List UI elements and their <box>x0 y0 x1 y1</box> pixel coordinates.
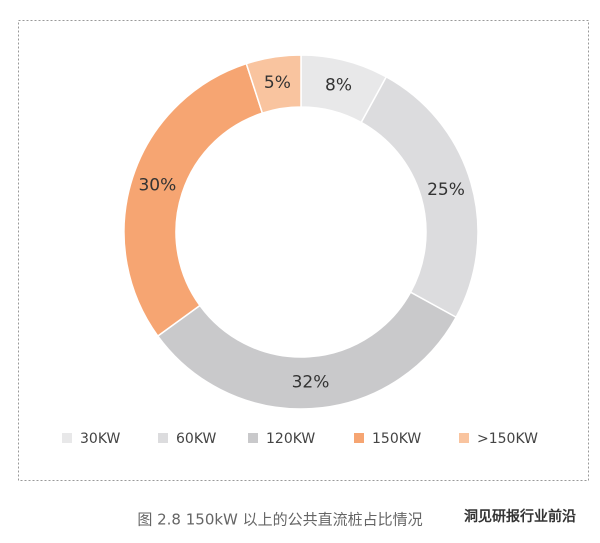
legend-swatch <box>459 433 469 443</box>
watermark: 洞见研报行业前沿 <box>464 508 576 525</box>
donut-slice <box>156 291 458 410</box>
legend-swatch <box>248 433 258 443</box>
data-label: 5% <box>264 73 291 93</box>
legend-swatch <box>62 433 72 443</box>
data-label: 25% <box>427 180 465 200</box>
legend-label: >150KW <box>477 431 538 447</box>
data-label: 30% <box>138 175 176 195</box>
legend-label: 150KW <box>372 431 421 447</box>
data-label: 8% <box>325 76 352 96</box>
caption: 图 2.8 150kW 以上的公共直流桩占比情况 <box>137 511 422 529</box>
frame <box>18 20 589 481</box>
legend-label: 30KW <box>80 431 120 447</box>
legend-label: 60KW <box>176 431 216 447</box>
data-label: 32% <box>292 373 330 393</box>
donut-slice <box>245 54 302 115</box>
donut-slice <box>123 62 264 338</box>
legend-swatch <box>158 433 168 443</box>
legend-swatch <box>354 433 364 443</box>
legend-label: 120KW <box>266 431 315 447</box>
